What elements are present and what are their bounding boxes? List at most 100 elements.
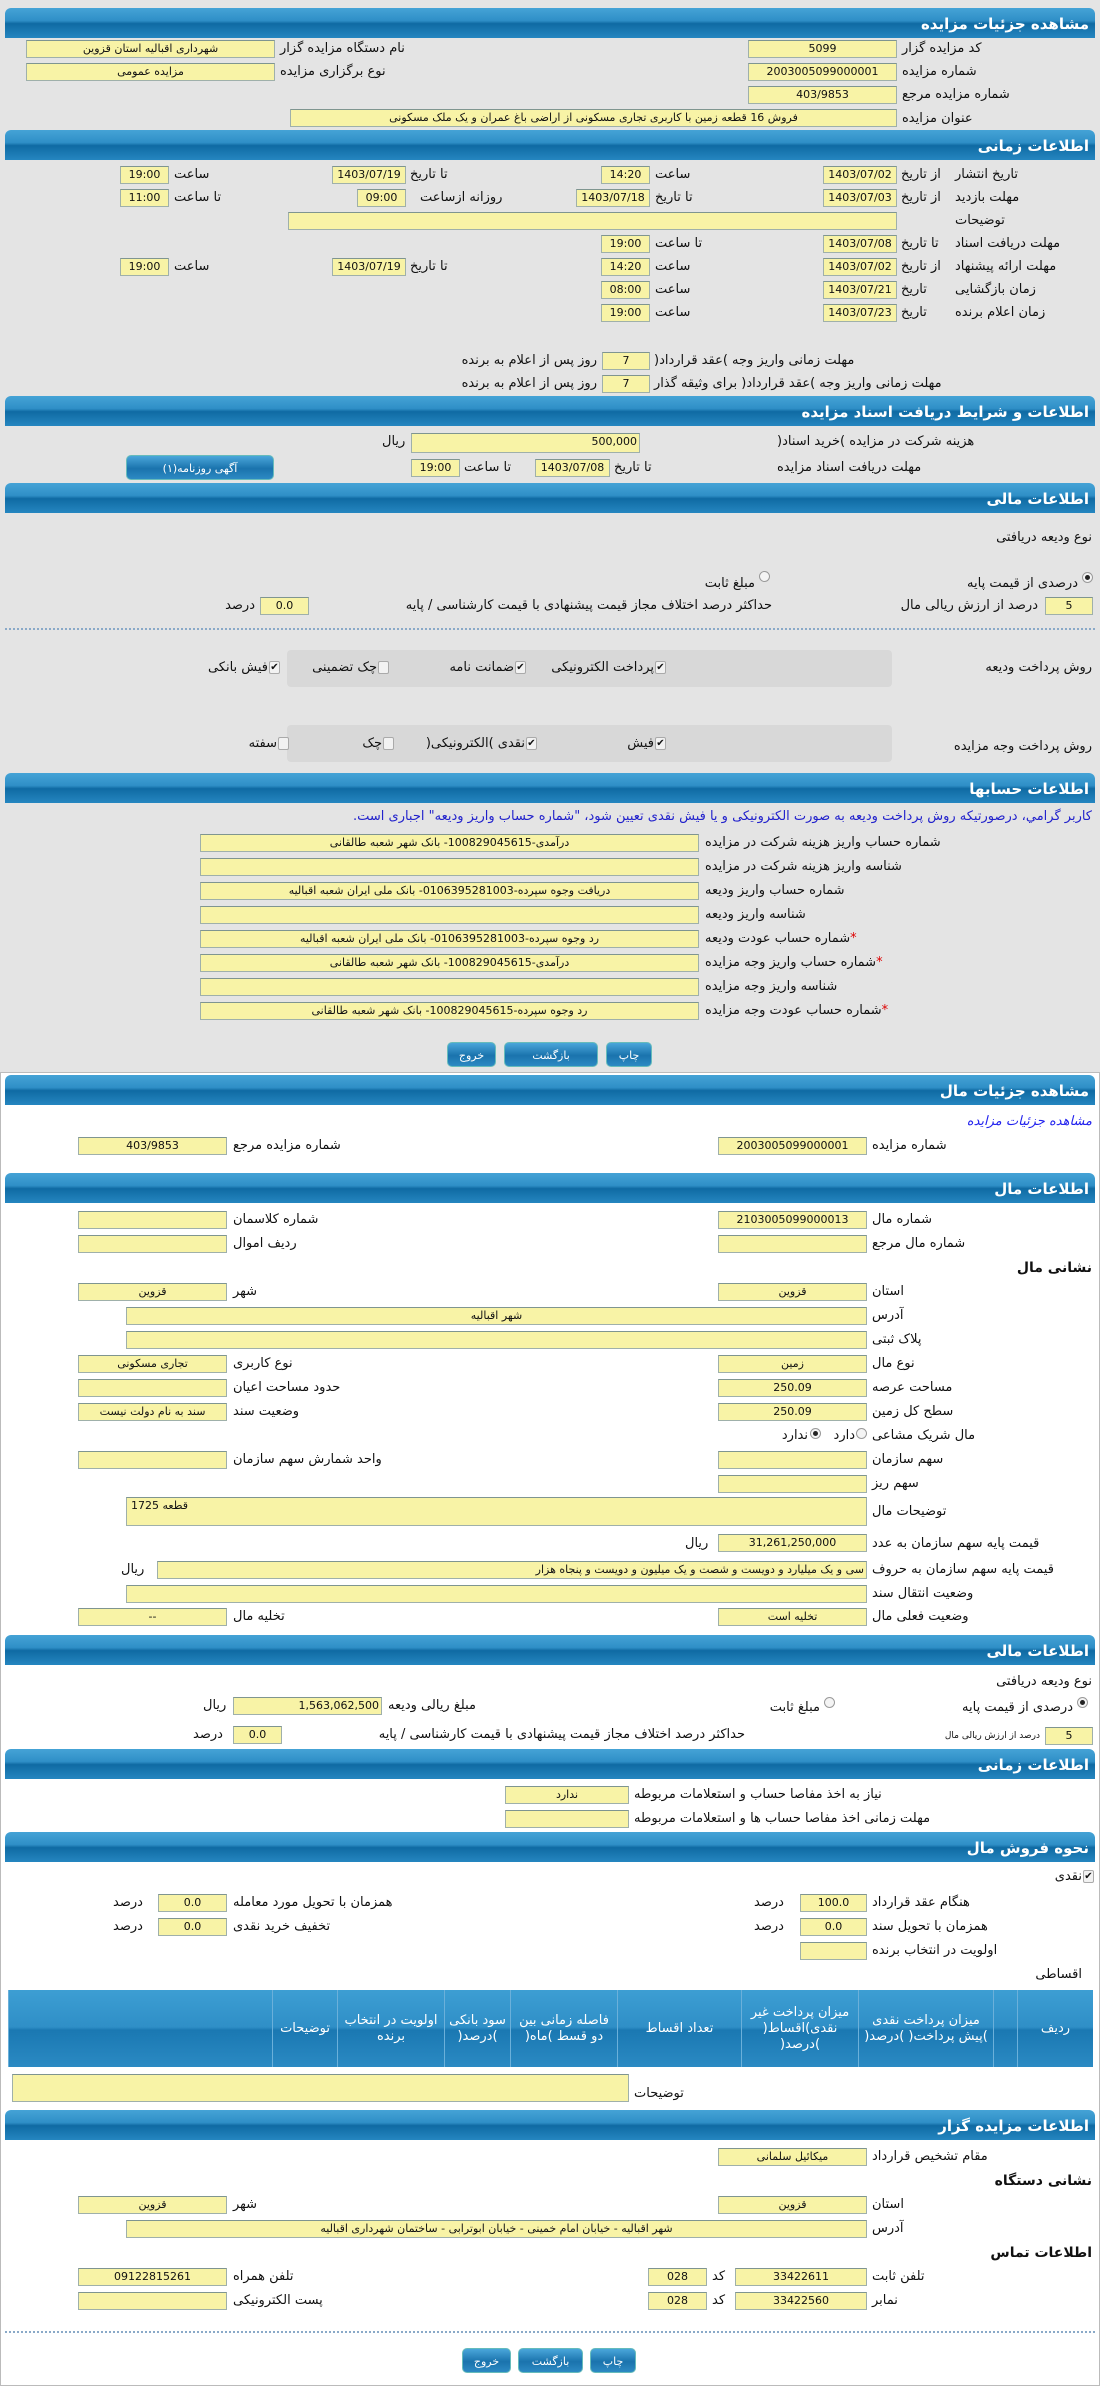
label-auction-number: شماره مزایده bbox=[872, 1138, 947, 1153]
field-on-deed: 0.0 bbox=[800, 1918, 867, 1936]
auction-details-link[interactable]: مشاهده جزئیات مزایده bbox=[966, 1114, 1092, 1129]
field-address: شهر اقبالیه bbox=[126, 1307, 867, 1325]
label-text: شماره حساب عودت وجه مزایده bbox=[705, 1003, 882, 1018]
field-account: درآمدی-100829045615- بانک شهر شعبه طالقا… bbox=[200, 834, 699, 852]
label-area: مساحت عرصه bbox=[872, 1380, 953, 1395]
field-phone-code: 028 bbox=[648, 2268, 707, 2286]
label-offer: مهلت ارائه پیشنهاد bbox=[955, 259, 1057, 274]
checkbox-cash-electronic[interactable]: ✔ نقدی )الکترونیکی( bbox=[426, 736, 537, 751]
field-transfer bbox=[126, 1585, 867, 1603]
field-kind: زمین bbox=[718, 1355, 867, 1373]
col-priority: اولویت در انتخاب برنده bbox=[337, 1990, 444, 2067]
label-to-date: تا تاریخ bbox=[410, 259, 448, 274]
label-percent-option: درصدی از قیمت پایه bbox=[962, 1700, 1073, 1715]
label-percent-unit: درصد bbox=[113, 1919, 143, 1934]
back-button[interactable]: بازگشت bbox=[504, 1042, 598, 1067]
label-shared-no: ندارد bbox=[781, 1428, 808, 1443]
label-account: شماره حساب واریز ودیعه bbox=[705, 883, 845, 898]
radio-fixed-amount[interactable] bbox=[759, 571, 770, 582]
label-total-area: سطح کل زمین bbox=[872, 1404, 954, 1419]
field-deposit-percent: 5 bbox=[1045, 1727, 1093, 1745]
section-header-property-finance: اطلاعات مالی bbox=[5, 1635, 1095, 1665]
field-clearance: ندارد bbox=[505, 1786, 629, 1804]
field-opening-date: 1403/07/21 bbox=[823, 281, 897, 299]
label-to-date: تا تاریخ bbox=[901, 236, 939, 251]
field-offer-to-time: 19:00 bbox=[120, 258, 169, 276]
field-auction-ref: 403/9853 bbox=[748, 86, 897, 104]
checkbox-certified-check[interactable]: چک تضمینی bbox=[312, 660, 389, 675]
field-deposit-amount: 1,563,062,500 bbox=[233, 1697, 382, 1715]
field-auction-number: 2003005099000001 bbox=[748, 63, 897, 81]
print-button[interactable]: چاپ bbox=[590, 2348, 636, 2373]
label-authority: مقام تشخیص قرارداد bbox=[872, 2149, 988, 2164]
checkbox-cash[interactable]: ✔ نقدی bbox=[1055, 1869, 1094, 1884]
label-pay-contract: مهلت زمانی واریز وجه )عقد قرارداد( bbox=[654, 353, 855, 368]
label-shared-yes: دارد bbox=[833, 1428, 855, 1443]
label-fixed-option: مبلغ ثابت bbox=[704, 576, 755, 591]
label-from-date: از تاریخ bbox=[901, 167, 941, 182]
checkbox-bank-slip[interactable]: ✔ فیش بانکی bbox=[208, 660, 280, 675]
field-on-delivery: 0.0 bbox=[158, 1894, 227, 1912]
label-phone: تلفن ثابت bbox=[872, 2269, 925, 2284]
option-label: چک تضمینی bbox=[312, 660, 377, 675]
label-date: تاریخ bbox=[901, 305, 927, 320]
field-org-name: شهرداری اقبالیه استان قزوین bbox=[26, 40, 275, 58]
radio-fixed-amount[interactable] bbox=[824, 1697, 835, 1708]
option-label: فیش بانکی bbox=[207, 660, 268, 675]
exit-button[interactable]: خروج bbox=[462, 2348, 511, 2373]
deposit-methods-group: ✔ پرداخت الکترونیکی ✔ ضمانت نامه چک تضمینی… bbox=[208, 650, 892, 687]
field-plate bbox=[126, 1331, 867, 1349]
field-total-area: 250.09 bbox=[718, 1403, 867, 1421]
label-clearance-deadline: مهلت زمانی اخذ مفاصا حساب ها و استعلامات… bbox=[634, 1811, 931, 1826]
label-days-suffix: روز پس از اعلام به برنده bbox=[461, 376, 597, 391]
radio-shared-yes[interactable] bbox=[856, 1428, 867, 1439]
field-cash-discount: 0.0 bbox=[158, 1918, 227, 1936]
label-days-suffix: روز پس از اعلام به برنده bbox=[461, 353, 597, 368]
label-city: شهر bbox=[233, 2197, 258, 2212]
field-status: تخلیه است bbox=[718, 1608, 867, 1626]
label-docs-deadline: مهلت دریافت اسناد مزایده bbox=[777, 460, 922, 475]
option-label: نقدی )الکترونیکی( bbox=[425, 736, 525, 751]
radio-percent-of-base[interactable] bbox=[1077, 1697, 1088, 1708]
newspaper-ad-button[interactable]: آگهی روزنامه(۱) bbox=[126, 455, 274, 480]
back-button[interactable]: بازگشت bbox=[518, 2348, 583, 2373]
label-rial: ریال bbox=[382, 434, 406, 449]
label-province: استان bbox=[872, 1284, 904, 1299]
checkbox-check[interactable]: چک bbox=[362, 736, 394, 751]
section-header-auctioneer: اطلاعات مزایده گزار bbox=[5, 2110, 1095, 2140]
label-auction-ref: شماره مزایده مرجع bbox=[902, 87, 1010, 102]
field-province: قزوین bbox=[718, 1283, 867, 1301]
check-icon: ✔ bbox=[269, 661, 280, 674]
field-deposit-percent: 5 bbox=[1045, 597, 1093, 615]
label-address: آدرس bbox=[872, 2221, 904, 2236]
section-header-property-details: مشاهده جزئیات مال bbox=[5, 1075, 1095, 1105]
field-auction-subject: فروش 16 قطعه زمین با کاربری تجاری مسکونی… bbox=[290, 109, 897, 127]
exit-button[interactable]: خروج bbox=[447, 1042, 496, 1067]
label-kind: نوع مال bbox=[872, 1356, 915, 1371]
checkbox-electronic-payment[interactable]: ✔ پرداخت الکترونیکی bbox=[551, 660, 666, 675]
label-text: شماره حساب واریز وجه مزایده bbox=[705, 955, 877, 970]
label-deposit-methods: روش پرداخت ودیعه bbox=[985, 660, 1092, 675]
radio-percent-of-base[interactable] bbox=[1082, 572, 1093, 583]
field-priority bbox=[800, 1942, 867, 1960]
radio-shared-no[interactable] bbox=[810, 1428, 821, 1439]
section-header-property-timing: اطلاعات زمانی bbox=[5, 1749, 1095, 1779]
checkbox-promissory-note[interactable]: سفته bbox=[249, 736, 289, 751]
section-header-accounts: اطلاعات حسابها bbox=[5, 773, 1095, 803]
label-price-text: قیمت پایه سهم سازمان به حروف bbox=[872, 1562, 1054, 1577]
label-class: شماره کلاسمان bbox=[233, 1212, 319, 1227]
required-mark: * bbox=[876, 955, 883, 970]
label-deposit-amount: مبلغ ریالی ودیعه bbox=[388, 1698, 476, 1713]
print-button[interactable]: چاپ bbox=[606, 1042, 652, 1067]
label-account: شناسه واریز وجه مزایده bbox=[705, 979, 838, 994]
label-opening: زمان بازگشایی bbox=[955, 282, 1036, 297]
label-sub-share: سهم ریز bbox=[872, 1476, 919, 1491]
label-item-no: شماره مال bbox=[872, 1212, 932, 1227]
checkbox-guarantee[interactable]: ✔ ضمانت نامه bbox=[449, 660, 526, 675]
label-code: کد bbox=[712, 2293, 726, 2308]
heading-property-address: نشانی مال bbox=[1016, 1260, 1092, 1276]
section-header-docs: اطلاعات و شرایط دریافت اسناد مزایده bbox=[5, 396, 1095, 426]
checkbox-slip[interactable]: ✔ فیش bbox=[627, 736, 666, 751]
field-property-desc: قطعه 1725 bbox=[126, 1497, 867, 1526]
check-icon: ✔ bbox=[655, 737, 666, 750]
